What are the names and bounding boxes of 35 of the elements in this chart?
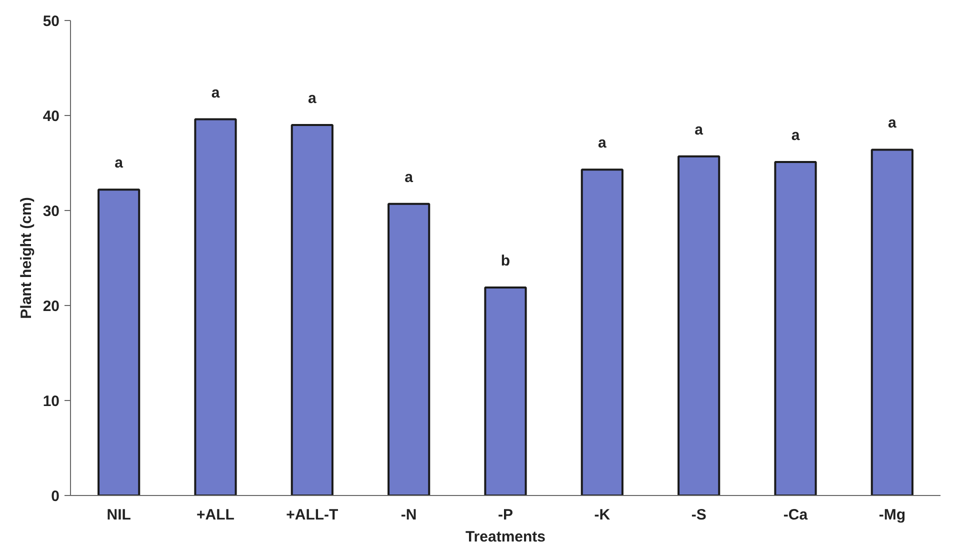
bar xyxy=(194,118,237,496)
annotation: a xyxy=(211,84,220,102)
x-tick-label: -Ca xyxy=(783,506,808,524)
annotation: a xyxy=(308,90,317,107)
annotation: a xyxy=(694,121,704,138)
y-tick-label: 0 xyxy=(51,488,60,505)
x-tick-label: -S xyxy=(691,506,706,524)
annotation: b xyxy=(500,252,510,270)
annotation: a xyxy=(791,127,800,144)
y-tick-label: 10 xyxy=(42,393,60,410)
y-tick-label: 20 xyxy=(42,298,60,315)
bar xyxy=(388,202,430,496)
y-tick-label: 40 xyxy=(42,108,60,125)
x-tick-label: -P xyxy=(498,506,513,524)
bar xyxy=(98,188,140,496)
bar xyxy=(774,161,817,496)
y-tick-label: 30 xyxy=(42,203,60,220)
bar xyxy=(678,155,720,496)
bar xyxy=(290,124,334,496)
y-tick-label: 50 xyxy=(42,13,60,30)
x-tick-label: -N xyxy=(400,506,417,524)
annotation: a xyxy=(114,154,124,172)
x-tick-label: -Mg xyxy=(878,506,906,524)
bar xyxy=(484,286,527,496)
y-axis-title: Plant height (cm) xyxy=(18,197,35,319)
annotation: a xyxy=(598,134,607,152)
x-tick-label: +ALL xyxy=(196,506,234,524)
x-tick-label: NIL xyxy=(106,506,131,524)
x-axis-title: Treatments xyxy=(465,528,546,546)
x-tick-label: -K xyxy=(594,506,610,524)
annotation: a xyxy=(888,114,897,132)
x-tick-label: +ALL-T xyxy=(286,506,338,524)
bar xyxy=(870,148,914,496)
annotation: a xyxy=(404,168,414,186)
bar xyxy=(580,168,624,496)
